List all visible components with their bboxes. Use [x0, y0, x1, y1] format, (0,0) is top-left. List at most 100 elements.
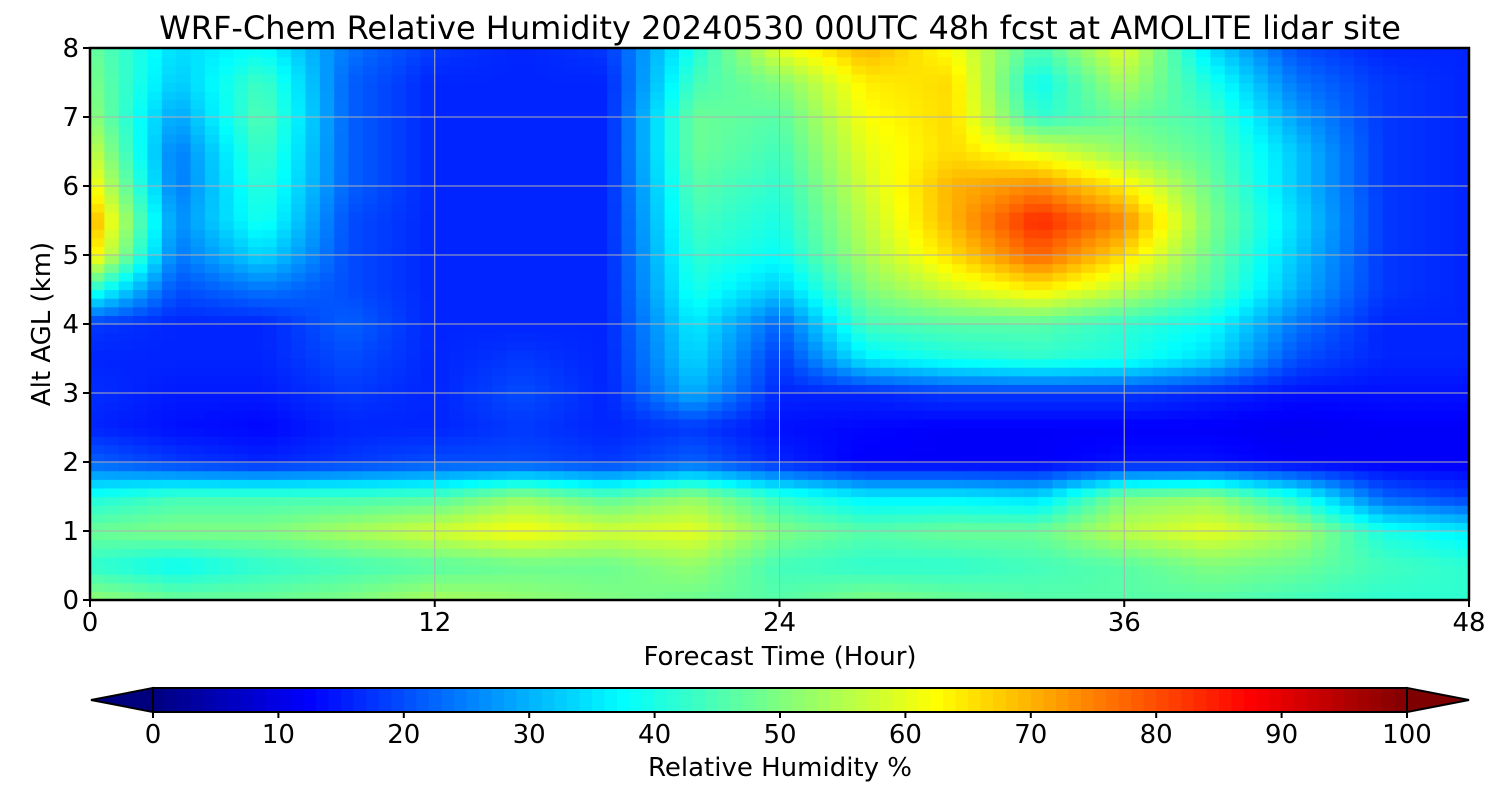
heatmap-cell	[434, 565, 450, 575]
heatmap-cell	[750, 324, 766, 334]
heatmap-cell	[449, 358, 465, 368]
heatmap-cell	[147, 255, 163, 265]
heatmap-cell	[980, 194, 996, 204]
heatmap-cell	[621, 280, 637, 291]
heatmap-cell	[1425, 556, 1441, 567]
heatmap-cell	[1253, 211, 1269, 222]
heatmap-cell	[1167, 393, 1183, 403]
heatmap-cell	[621, 367, 637, 377]
heatmap-cell	[707, 177, 723, 187]
heatmap-cell	[1196, 289, 1212, 299]
heatmap-cell	[822, 582, 838, 592]
heatmap-cell	[549, 462, 565, 472]
heatmap-cell	[765, 358, 781, 368]
heatmap-cell	[535, 280, 551, 291]
heatmap-cell	[980, 531, 996, 541]
heatmap-cell	[1296, 358, 1312, 368]
heatmap-cell	[520, 255, 536, 265]
heatmap-cell	[334, 427, 350, 437]
heatmap-cell	[1023, 229, 1039, 239]
heatmap-cell	[880, 453, 896, 463]
heatmap-cell	[1095, 548, 1111, 558]
heatmap-cell	[1440, 531, 1456, 541]
heatmap-cell	[678, 186, 694, 196]
heatmap-cell	[420, 298, 436, 308]
heatmap-cell	[564, 349, 579, 360]
heatmap-cell	[607, 341, 623, 351]
heatmap-cell	[894, 453, 910, 463]
heatmap-cell	[1253, 384, 1269, 394]
heatmap-cell	[966, 263, 982, 273]
heatmap-cell	[1081, 246, 1097, 256]
heatmap-cell	[1239, 315, 1255, 325]
heatmap-cell	[1023, 177, 1039, 187]
heatmap-cell	[966, 522, 982, 532]
heatmap-cell	[1368, 418, 1384, 429]
heatmap-cell	[1109, 246, 1125, 256]
heatmap-cell	[865, 496, 881, 506]
heatmap-cell	[1152, 513, 1168, 523]
heatmap-cell	[104, 324, 120, 334]
heatmap-cell	[161, 410, 177, 420]
heatmap-cell	[836, 470, 852, 480]
heatmap-cell	[1181, 194, 1197, 204]
heatmap-cell	[1267, 211, 1283, 222]
heatmap-cell	[104, 582, 120, 592]
heatmap-cell	[291, 289, 307, 299]
heatmap-cell	[204, 220, 220, 230]
heatmap-cell	[506, 436, 522, 446]
heatmap-cell	[1397, 522, 1413, 532]
heatmap-cell	[477, 582, 493, 592]
heatmap-cell	[1196, 255, 1212, 265]
heatmap-cell	[937, 513, 953, 523]
heatmap-cell	[362, 280, 378, 291]
heatmap-cell	[678, 384, 694, 394]
heatmap-cell	[1095, 186, 1111, 196]
heatmap-cell	[1440, 513, 1456, 523]
heatmap-cell	[923, 565, 939, 575]
heatmap-cell	[1411, 401, 1427, 411]
heatmap-cell	[377, 177, 393, 187]
heatmap-cell	[750, 160, 766, 170]
heatmap-cell	[190, 186, 206, 196]
heatmap-cell	[391, 582, 407, 592]
heatmap-cell	[1224, 160, 1240, 170]
heatmap-cell	[1138, 341, 1154, 351]
heatmap-cell	[1181, 298, 1197, 308]
heatmap-cell	[319, 203, 335, 213]
heatmap-cell	[535, 556, 551, 567]
heatmap-cell	[90, 142, 105, 153]
heatmap-cell	[348, 574, 364, 584]
heatmap-cell	[248, 203, 263, 213]
heatmap-cell	[176, 298, 192, 308]
heatmap-cell	[865, 289, 881, 299]
heatmap-cell	[176, 470, 192, 480]
heatmap-cell	[1109, 375, 1125, 385]
heatmap-cell	[535, 410, 551, 420]
heatmap-cell	[1296, 513, 1312, 523]
heatmap-cell	[880, 280, 896, 291]
heatmap-cell	[262, 177, 278, 187]
heatmap-cell	[836, 539, 852, 549]
heatmap-cell	[262, 367, 278, 377]
heatmap-cell	[678, 427, 694, 437]
heatmap-cell	[851, 505, 867, 515]
heatmap-cell	[1009, 531, 1025, 541]
heatmap-cell	[1397, 384, 1413, 394]
heatmap-cell	[161, 582, 177, 592]
heatmap-cell	[808, 324, 824, 334]
heatmap-cell	[722, 496, 737, 506]
heatmap-cell	[348, 280, 364, 291]
heatmap-cell	[118, 306, 134, 316]
heatmap-cell	[406, 220, 421, 230]
heatmap-cell	[650, 289, 666, 299]
heatmap-cell	[549, 349, 565, 360]
heatmap-cell	[592, 315, 608, 325]
heatmap-cell	[894, 367, 910, 377]
heatmap-cell	[1397, 539, 1413, 549]
heatmap-cell	[1081, 332, 1097, 342]
heatmap-cell	[693, 194, 709, 204]
heatmap-cell	[1239, 203, 1255, 213]
heatmap-cell	[1167, 410, 1183, 420]
heatmap-cell	[736, 367, 752, 377]
